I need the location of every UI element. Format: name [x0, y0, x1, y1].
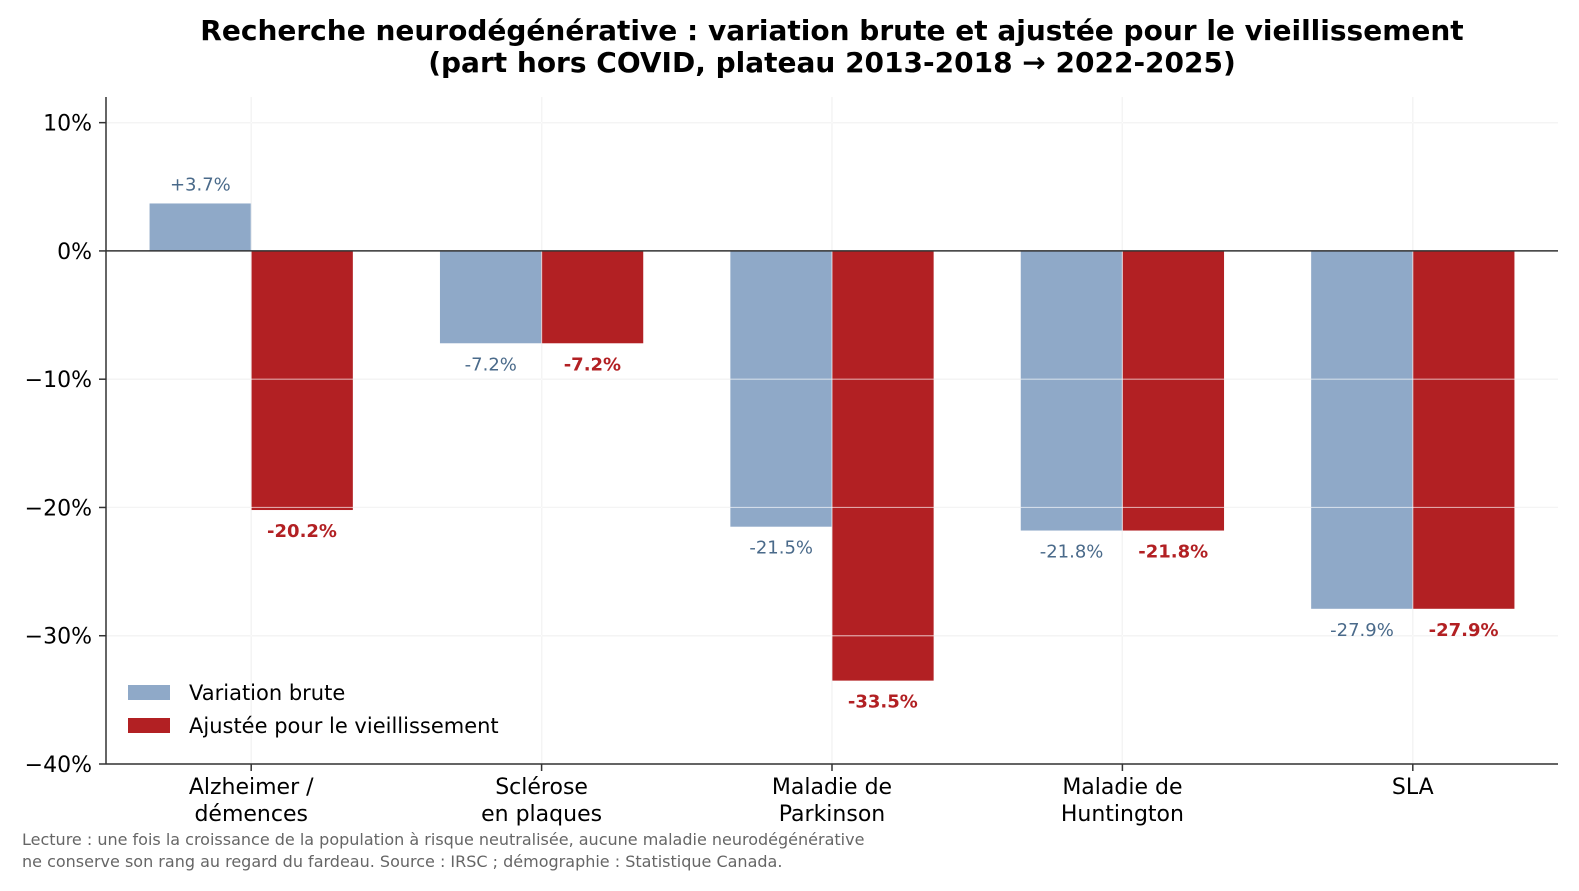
bar-raw — [1311, 250, 1413, 609]
data-label-raw: -21.5% — [749, 538, 813, 559]
data-label-raw: -27.9% — [1330, 620, 1394, 641]
x-tick-label: Huntington — [1061, 802, 1184, 827]
x-tick-label: Parkinson — [779, 802, 885, 827]
y-tick-label: −30% — [25, 625, 92, 650]
bar-raw — [439, 250, 542, 344]
x-tick-label: Maladie de — [772, 775, 892, 800]
y-tick-label: −20% — [25, 496, 92, 521]
bar-adjusted — [541, 250, 644, 344]
caption-line: ne conserve son rang au regard du fardea… — [22, 852, 782, 871]
y-tick-label: 0% — [57, 240, 92, 265]
data-label-adjusted: -33.5% — [848, 692, 918, 713]
bar-raw — [730, 250, 832, 527]
legend-label: Variation brute — [189, 681, 345, 705]
y-tick-label: −40% — [25, 753, 92, 778]
data-label-raw: -21.8% — [1040, 542, 1104, 563]
legend-label: Ajustée pour le vieillissement — [189, 714, 499, 738]
data-label-raw: -7.2% — [465, 354, 517, 375]
bar-raw — [1020, 250, 1123, 531]
caption-line: Lecture : une fois la croissance de la p… — [22, 830, 864, 849]
chart-title-line: Recherche neurodégénérative : variation … — [200, 14, 1463, 47]
y-tick-label: −10% — [25, 368, 92, 393]
bar-adjusted — [1122, 250, 1225, 531]
caption: Lecture : une fois la croissance de la p… — [22, 830, 864, 871]
bar-adjusted — [251, 250, 353, 511]
data-labels: +3.7% -7.2% -21.5% -21.8% -27.9% -20.2% -7.2% -… — [170, 174, 1499, 712]
legend: Variation brute Ajustée pour le vieilliss… — [128, 681, 499, 738]
chart-title: Recherche neurodégénérative : variation … — [200, 14, 1463, 79]
bars — [106, 97, 1558, 765]
data-label-adjusted: -20.2% — [267, 521, 337, 542]
chart-title-line: (part hors COVID, plateau 2013-2018 → 20… — [428, 46, 1236, 79]
y-tick-label: 10% — [43, 112, 92, 137]
data-label-raw: +3.7% — [170, 174, 231, 195]
bar-adjusted — [832, 250, 934, 681]
x-tick-label: SLA — [1392, 775, 1434, 800]
x-tick-label: Alzheimer / — [189, 775, 314, 800]
bar-raw — [149, 203, 252, 251]
x-tick-label: Sclérose — [495, 775, 588, 800]
data-label-adjusted: -21.8% — [1138, 542, 1208, 563]
legend-swatch — [128, 718, 170, 733]
data-label-adjusted: -27.9% — [1429, 620, 1499, 641]
data-label-adjusted: -7.2% — [564, 354, 621, 375]
x-tick-label: en plaques — [481, 802, 602, 827]
y-axis-ticks: 10% 0% −10% −20% −30% −40% — [25, 112, 106, 778]
x-tick-label: démences — [194, 802, 308, 827]
legend-swatch — [128, 685, 170, 700]
x-tick-label: Maladie de — [1062, 775, 1182, 800]
bar-adjusted — [1412, 250, 1515, 609]
